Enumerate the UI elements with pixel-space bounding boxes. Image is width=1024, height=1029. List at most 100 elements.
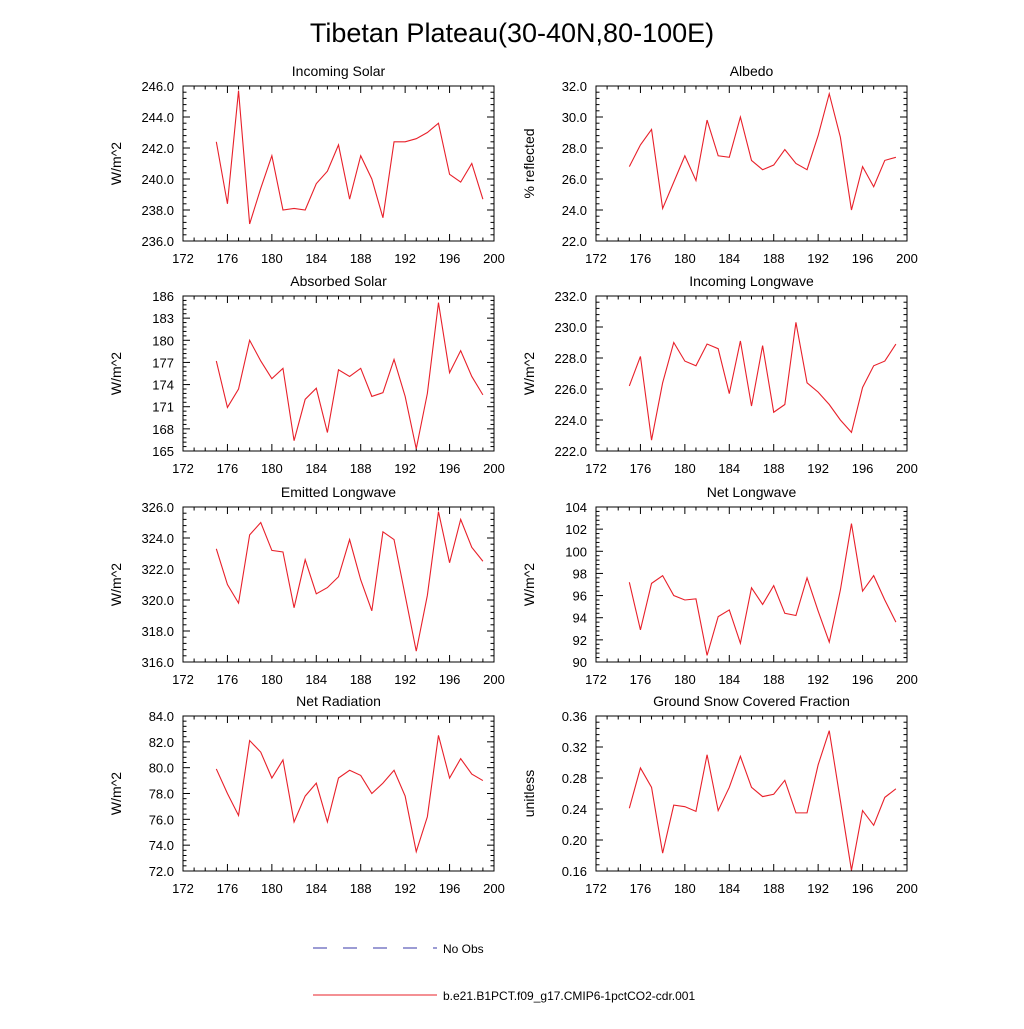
x-tick-label: 184 <box>718 881 740 896</box>
x-tick-label: 172 <box>585 251 607 266</box>
x-tick-label: 184 <box>305 251 327 266</box>
y-tick-label: 0.32 <box>562 740 587 755</box>
y-tick-label: 165 <box>152 444 174 459</box>
x-tick-label: 172 <box>172 251 194 266</box>
x-tick-label: 184 <box>718 672 740 687</box>
panel: Ground Snow Covered Fraction unitless 172 1… <box>521 693 918 896</box>
y-tick-label: 30.0 <box>562 110 587 125</box>
series-line <box>628 91 897 211</box>
legend: No Obs b.e21.B1PCT.f09_g17.CMIP6-1pctCO2… <box>313 942 695 1003</box>
x-tick-label: 188 <box>350 251 372 266</box>
series-line <box>628 730 897 871</box>
x-tick-label: 196 <box>852 672 874 687</box>
y-axis-label: unitless <box>521 770 537 817</box>
y-tick-label: 74.0 <box>149 838 174 853</box>
y-tick-label: 98 <box>573 566 587 581</box>
y-tick-label: 32.0 <box>562 79 587 94</box>
y-tick-label: 174 <box>152 378 174 393</box>
plot-frame <box>595 85 908 242</box>
panel-title: Albedo <box>730 63 774 79</box>
y-tick-label: 316.0 <box>141 655 174 670</box>
y-axis-label: W/m^2 <box>521 352 537 395</box>
series-line <box>628 523 897 656</box>
x-tick-label: 180 <box>261 881 283 896</box>
y-tick-label: 240.0 <box>141 172 174 187</box>
y-tick-label: 0.36 <box>562 709 587 724</box>
x-tick-label: 200 <box>483 461 505 476</box>
y-tick-label: 242.0 <box>141 141 174 156</box>
panel: Albedo % reflected 172 176 180 184 188 192 196 20… <box>521 63 918 266</box>
x-tick-label: 180 <box>261 461 283 476</box>
x-tick-label: 172 <box>172 672 194 687</box>
series-line <box>215 735 484 854</box>
x-tick-label: 180 <box>261 672 283 687</box>
y-tick-label: 224.0 <box>554 413 587 428</box>
legend-model-label: b.e21.B1PCT.f09_g17.CMIP6-1pctCO2-cdr.00… <box>443 989 695 1003</box>
y-tick-label: 102 <box>565 522 587 537</box>
x-tick-label: 188 <box>763 461 785 476</box>
panel-title: Absorbed Solar <box>290 273 387 289</box>
x-tick-label: 192 <box>394 672 416 687</box>
y-tick-label: 318.0 <box>141 624 174 639</box>
panel: Net Radiation W/m^2 172 176 180 184 188 192 196 2… <box>108 693 505 896</box>
panel: Absorbed Solar W/m^2 172 176 180 184 188 192 196… <box>108 273 505 476</box>
x-tick-label: 192 <box>807 672 829 687</box>
plot-frame <box>182 295 495 452</box>
y-axis-label: % reflected <box>521 128 537 198</box>
y-tick-label: 180 <box>152 333 174 348</box>
x-tick-label: 176 <box>217 881 239 896</box>
x-tick-label: 200 <box>483 672 505 687</box>
x-tick-label: 192 <box>394 881 416 896</box>
y-tick-label: 228.0 <box>554 351 587 366</box>
x-tick-label: 188 <box>350 881 372 896</box>
y-tick-label: 84.0 <box>149 709 174 724</box>
panel-title: Incoming Solar <box>292 63 386 79</box>
x-tick-label: 180 <box>261 251 283 266</box>
x-tick-label: 196 <box>439 672 461 687</box>
y-tick-label: 26.0 <box>562 172 587 187</box>
y-tick-label: 177 <box>152 355 174 370</box>
series-line <box>215 302 484 449</box>
x-tick-label: 184 <box>305 672 327 687</box>
y-tick-label: 230.0 <box>554 320 587 335</box>
y-tick-label: 320.0 <box>141 593 174 608</box>
x-tick-label: 192 <box>807 461 829 476</box>
panel: Net Longwave W/m^2 172 176 180 184 188 192 196 20… <box>521 484 918 687</box>
y-tick-label: 168 <box>152 422 174 437</box>
panel: Incoming Longwave W/m^2 172 176 180 184 188 192… <box>521 273 918 476</box>
panel-title: Net Radiation <box>296 693 381 709</box>
y-tick-label: 322.0 <box>141 562 174 577</box>
y-tick-label: 326.0 <box>141 500 174 515</box>
y-tick-label: 183 <box>152 311 174 326</box>
y-tick-label: 236.0 <box>141 234 174 249</box>
x-tick-label: 196 <box>439 251 461 266</box>
y-axis-label: W/m^2 <box>108 352 124 395</box>
panel-title: Ground Snow Covered Fraction <box>653 693 850 709</box>
panel: Emitted Longwave W/m^2 172 176 180 184 188 192 1… <box>108 484 505 687</box>
x-tick-label: 196 <box>439 461 461 476</box>
y-tick-label: 0.28 <box>562 771 587 786</box>
x-tick-label: 180 <box>674 881 696 896</box>
x-tick-label: 176 <box>630 461 652 476</box>
x-tick-label: 184 <box>718 251 740 266</box>
y-tick-label: 94 <box>573 611 587 626</box>
y-tick-label: 28.0 <box>562 141 587 156</box>
y-tick-label: 0.24 <box>562 802 587 817</box>
series-line <box>215 90 484 225</box>
x-tick-label: 172 <box>585 672 607 687</box>
x-tick-label: 196 <box>852 881 874 896</box>
x-tick-label: 184 <box>305 461 327 476</box>
x-tick-label: 176 <box>217 251 239 266</box>
x-tick-label: 196 <box>439 881 461 896</box>
y-tick-label: 324.0 <box>141 531 174 546</box>
figure-title: Tibetan Plateau(30-40N,80-100E) <box>310 18 714 48</box>
x-tick-label: 188 <box>763 251 785 266</box>
y-axis-label: W/m^2 <box>108 142 124 185</box>
x-tick-label: 184 <box>718 461 740 476</box>
y-tick-label: 104 <box>565 500 587 515</box>
y-tick-label: 171 <box>152 400 174 415</box>
y-tick-label: 78.0 <box>149 787 174 802</box>
y-tick-label: 186 <box>152 289 174 304</box>
x-tick-label: 176 <box>630 672 652 687</box>
